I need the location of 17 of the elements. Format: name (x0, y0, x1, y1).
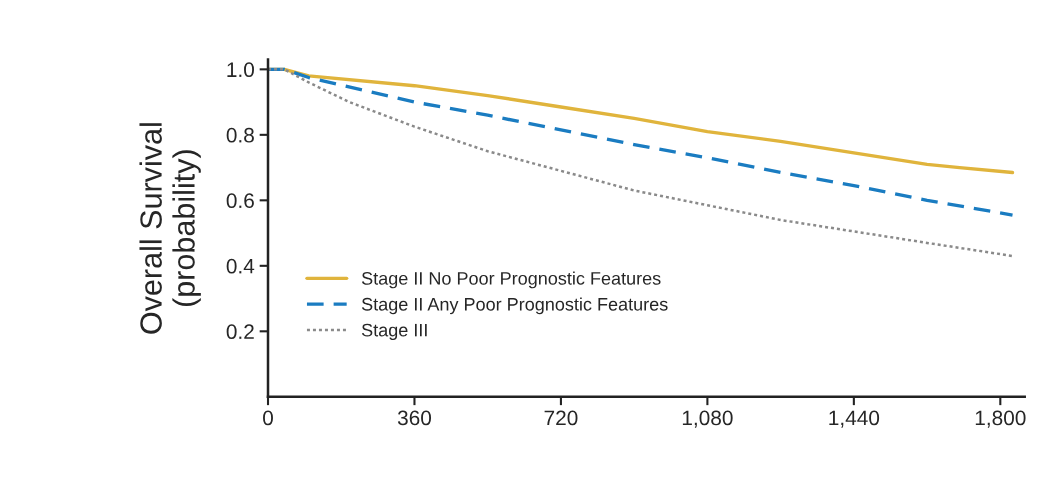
x-tick-label: 0 (263, 410, 273, 426)
legend-label: Stage II Any Poor Prognostic Features (361, 297, 668, 315)
x-tick-label: 1,440 (829, 410, 880, 428)
legend-label: Stage III (361, 323, 427, 341)
y-axis-title: Overall Survival (probability) (139, 123, 201, 334)
x-tick-label: 360 (397, 410, 432, 426)
x-tick-label: 1,080 (682, 410, 733, 428)
line-series (268, 67, 1015, 217)
y-tick-label: 0.8 (226, 127, 254, 143)
x-tick-label: 1,800 (975, 410, 1026, 428)
y-tick-label: 0.2 (226, 324, 254, 340)
x-tick-label: 720 (544, 410, 578, 426)
y-tick-label: 1.0 (227, 62, 254, 78)
line-series (268, 68, 1014, 258)
y-tick-label: 0.4 (226, 258, 255, 274)
y-tick-label: 0.6 (226, 193, 254, 209)
legend-label: Stage II No Poor Prognostic Features (361, 271, 661, 289)
